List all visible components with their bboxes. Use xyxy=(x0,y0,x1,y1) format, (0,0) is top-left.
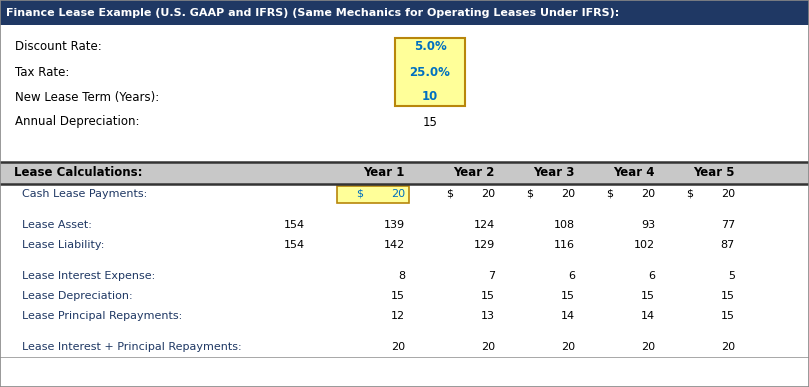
Text: 20: 20 xyxy=(481,342,495,352)
Text: 5.0%: 5.0% xyxy=(413,41,447,53)
Bar xyxy=(337,185,409,202)
Text: 15: 15 xyxy=(561,291,575,301)
Text: 20: 20 xyxy=(721,189,735,199)
Text: 25.0%: 25.0% xyxy=(409,65,451,79)
Text: Lease Asset:: Lease Asset: xyxy=(22,220,92,230)
Text: $: $ xyxy=(686,189,693,199)
Text: 14: 14 xyxy=(641,311,655,321)
Text: $: $ xyxy=(526,189,533,199)
Text: 15: 15 xyxy=(391,291,405,301)
Text: 139: 139 xyxy=(384,220,405,230)
Text: 10: 10 xyxy=(421,91,438,103)
Bar xyxy=(0,162,809,184)
Text: 20: 20 xyxy=(561,189,575,199)
Text: 7: 7 xyxy=(488,271,495,281)
Text: Year 1: Year 1 xyxy=(363,166,405,180)
Text: 20: 20 xyxy=(391,189,405,199)
Text: 129: 129 xyxy=(474,240,495,250)
Text: Finance Lease Example (U.S. GAAP and IFRS) (Same Mechanics for Operating Leases : Finance Lease Example (U.S. GAAP and IFR… xyxy=(6,7,619,17)
Text: Lease Interest Expense:: Lease Interest Expense: xyxy=(22,271,155,281)
Text: 142: 142 xyxy=(383,240,405,250)
Text: Year 2: Year 2 xyxy=(454,166,495,180)
Text: 124: 124 xyxy=(474,220,495,230)
Text: Year 3: Year 3 xyxy=(534,166,575,180)
Text: $: $ xyxy=(356,189,363,199)
Text: 20: 20 xyxy=(641,342,655,352)
Text: 6: 6 xyxy=(648,271,655,281)
Text: Lease Principal Repayments:: Lease Principal Repayments: xyxy=(22,311,182,321)
Text: Year 5: Year 5 xyxy=(693,166,735,180)
Text: Lease Depreciation:: Lease Depreciation: xyxy=(22,291,133,301)
Text: 15: 15 xyxy=(422,115,438,128)
Text: 14: 14 xyxy=(561,311,575,321)
Text: 15: 15 xyxy=(721,291,735,301)
Text: Tax Rate:: Tax Rate: xyxy=(15,65,70,79)
Text: 108: 108 xyxy=(554,220,575,230)
Text: 8: 8 xyxy=(398,271,405,281)
Text: $: $ xyxy=(446,189,453,199)
Text: 12: 12 xyxy=(391,311,405,321)
Text: 20: 20 xyxy=(561,342,575,352)
Text: 102: 102 xyxy=(634,240,655,250)
Text: 15: 15 xyxy=(481,291,495,301)
Text: 6: 6 xyxy=(568,271,575,281)
Text: Discount Rate:: Discount Rate: xyxy=(15,41,102,53)
Text: Lease Interest + Principal Repayments:: Lease Interest + Principal Repayments: xyxy=(22,342,242,352)
Text: 20: 20 xyxy=(481,189,495,199)
Text: 20: 20 xyxy=(641,189,655,199)
Text: 13: 13 xyxy=(481,311,495,321)
Text: Lease Calculations:: Lease Calculations: xyxy=(14,166,142,180)
Bar xyxy=(395,38,465,106)
Text: 93: 93 xyxy=(641,220,655,230)
Text: 87: 87 xyxy=(721,240,735,250)
Bar xyxy=(0,0,809,25)
Text: 154: 154 xyxy=(284,220,305,230)
Text: 15: 15 xyxy=(721,311,735,321)
Text: Lease Liability:: Lease Liability: xyxy=(22,240,104,250)
Text: Year 4: Year 4 xyxy=(613,166,655,180)
Text: Cash Lease Payments:: Cash Lease Payments: xyxy=(22,189,147,199)
Text: Annual Depreciation:: Annual Depreciation: xyxy=(15,115,139,128)
Text: 77: 77 xyxy=(721,220,735,230)
Text: $: $ xyxy=(606,189,613,199)
Text: 116: 116 xyxy=(554,240,575,250)
Text: 5: 5 xyxy=(728,271,735,281)
Text: 15: 15 xyxy=(641,291,655,301)
Text: 20: 20 xyxy=(721,342,735,352)
Text: 20: 20 xyxy=(391,342,405,352)
Text: New Lease Term (Years):: New Lease Term (Years): xyxy=(15,91,159,103)
Text: 154: 154 xyxy=(284,240,305,250)
